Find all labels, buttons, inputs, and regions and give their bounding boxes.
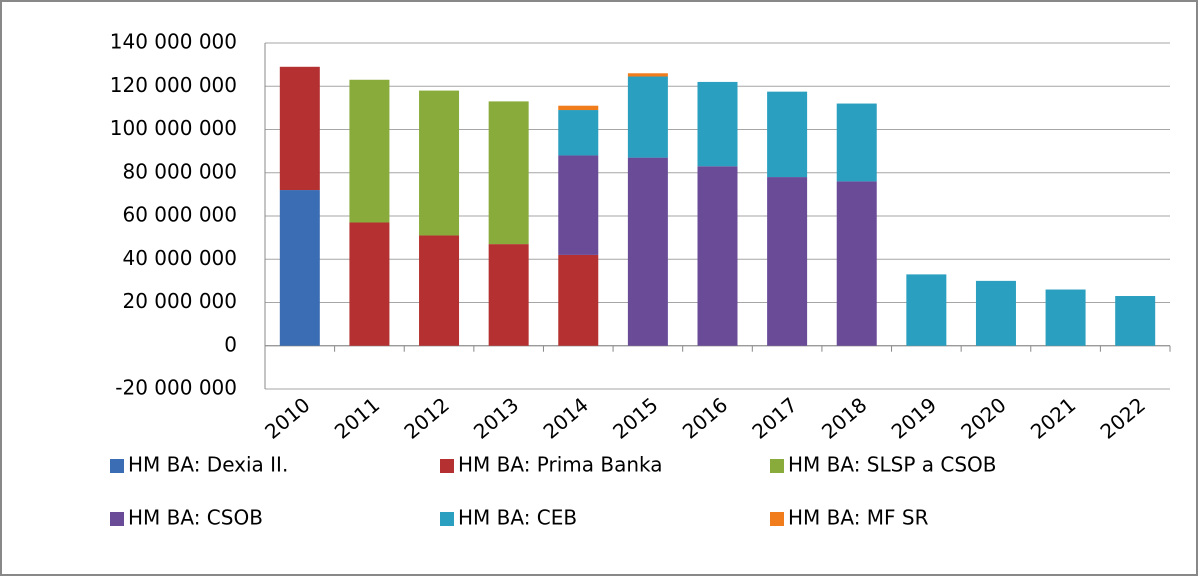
- bar-segment: [697, 166, 738, 346]
- bar-segment: [558, 155, 599, 255]
- bar-segment: [349, 79, 390, 223]
- bar-segment: [627, 73, 668, 77]
- bar-segment: [279, 66, 320, 191]
- legend-swatch: [110, 512, 124, 526]
- bar-segment: [488, 101, 529, 245]
- y-tick-label: 40 000 000: [122, 246, 237, 270]
- bar-segment: [627, 76, 668, 158]
- legend-swatch: [440, 512, 454, 526]
- legend-swatch: [110, 459, 124, 473]
- bar-segment: [836, 181, 877, 346]
- legend-label: HM BA: CSOB: [128, 506, 263, 530]
- bar-segment: [349, 222, 390, 346]
- bar-segment: [975, 280, 1016, 346]
- legend-swatch: [770, 512, 784, 526]
- y-tick-label: 0: [224, 332, 237, 356]
- y-tick-label: 60 000 000: [122, 203, 237, 227]
- y-tick-label: 20 000 000: [122, 289, 237, 313]
- y-tick-label: 100 000 000: [110, 116, 237, 140]
- bar-segment: [906, 274, 947, 346]
- legend-label: HM BA: Dexia II.: [128, 453, 288, 477]
- bar-segment: [419, 235, 460, 346]
- bar-segment: [627, 157, 668, 346]
- bar-segment: [279, 190, 320, 346]
- y-tick-label: -20 000 000: [115, 376, 237, 400]
- bar-segment: [836, 103, 877, 182]
- bar-segment: [767, 177, 808, 346]
- legend-swatch: [440, 459, 454, 473]
- bar-segment: [558, 110, 599, 156]
- y-tick-label: 140 000 000: [110, 30, 237, 54]
- bar-segment: [697, 81, 738, 167]
- bar-segment: [1115, 296, 1156, 346]
- legend-label: HM BA: SLSP a CSOB: [788, 453, 997, 477]
- bar-segment: [419, 90, 460, 236]
- bar-segment: [488, 244, 529, 346]
- legend-swatch: [770, 459, 784, 473]
- legend-label: HM BA: MF SR: [788, 506, 929, 530]
- bar-segment: [767, 91, 808, 178]
- y-tick-label: 120 000 000: [110, 73, 237, 97]
- bar-segment: [558, 105, 599, 111]
- y-tick-label: 80 000 000: [122, 159, 237, 183]
- bar-segment: [1045, 289, 1086, 346]
- legend-label: HM BA: Prima Banka: [458, 453, 663, 477]
- legend-label: HM BA: CEB: [458, 506, 577, 530]
- bar-segment: [558, 254, 599, 346]
